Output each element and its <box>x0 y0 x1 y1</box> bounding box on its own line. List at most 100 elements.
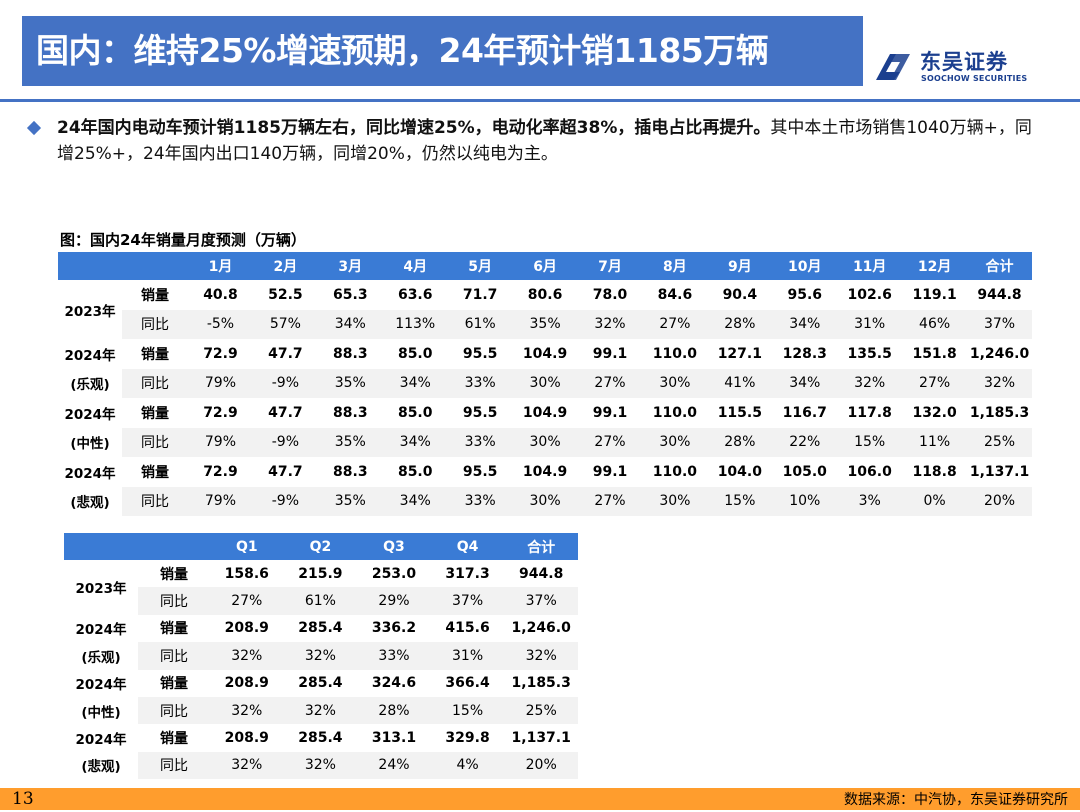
table-cell: 88.3 <box>333 404 368 421</box>
table-cell: 79% <box>188 427 253 457</box>
table-cell: 32% <box>283 751 358 780</box>
table-row: (悲观) 同比 32% 32% 24% 4% 20% <box>64 751 578 780</box>
table-cell: 113% <box>382 309 448 339</box>
group-label: 2023年 <box>64 303 116 320</box>
table-cell: 99.1 <box>592 404 628 421</box>
table-cell: 151.8 <box>912 345 957 362</box>
scenario-label: (中性) <box>81 704 121 721</box>
table-cell: 47.7 <box>268 345 303 362</box>
table-cell: 117.8 <box>847 404 892 421</box>
table-cell: 65.3 <box>333 286 368 303</box>
table-cell: 110.0 <box>652 345 698 362</box>
table-cell: 4% <box>430 751 505 780</box>
table-cell: 253.0 <box>371 565 417 582</box>
table-cell: 95.6 <box>787 286 823 303</box>
table-cell: 34% <box>772 309 838 339</box>
row-label: 销量 <box>160 731 188 748</box>
table-cell: 85.0 <box>397 463 433 480</box>
table-cell: 95.5 <box>462 404 498 421</box>
table-cell: 41% <box>707 368 773 398</box>
summary-paragraph: 24年国内电动车预计销1185万辆左右，同比增速25%，电动化率超38%，插电占… <box>57 115 1047 167</box>
table-row: 2024年 销量 72.9 47.7 88.3 85.0 95.5 104.9 99.1 110.… <box>58 457 1032 487</box>
row-label: 销量 <box>160 566 188 583</box>
table-cell: 32% <box>283 642 358 670</box>
table-cell: 32% <box>210 642 284 670</box>
table-row: 2023年 销量 40.8 52.5 65.3 63.6 71.7 80.6 78.0 84.6 9… <box>58 280 1032 320</box>
table-cell: 32% <box>577 309 643 339</box>
table-cell: 208.9 <box>224 675 269 692</box>
table-cell: 47.7 <box>268 463 303 480</box>
table-cell: 208.9 <box>224 620 269 637</box>
row-label: 销量 <box>141 346 169 363</box>
group-label: 2024年 <box>64 347 116 364</box>
table-cell: 29% <box>357 587 431 615</box>
table-cell: 24% <box>357 751 431 780</box>
page-title: 国内：维持25%增速预期，24年预计销1185万辆 <box>36 31 769 70</box>
table-cell: 37% <box>430 587 505 615</box>
summary-bold: 24年国内电动车预计销1185万辆左右，同比增速25%，电动化率超38%，插电占… <box>57 118 771 138</box>
table-cell: 32% <box>210 696 284 725</box>
row-label: 同比 <box>122 427 188 457</box>
table-cell: 32% <box>837 368 903 398</box>
column-header: 10月 <box>772 252 838 280</box>
table-cell: 25% <box>504 696 578 725</box>
table-row: 同比 -5% 57% 34% 113% 61% 35% 32% 27% 28% 34% 31% 46% 3… <box>58 309 1032 339</box>
table-cell: 72.9 <box>203 345 238 362</box>
table-cell: 47.7 <box>268 404 303 421</box>
table-cell: 63.6 <box>397 286 433 303</box>
table-row: (中性) 同比 79% -9% 35% 34% 33% 30% 27% 30% 28% 22% 15% 1… <box>58 427 1032 457</box>
table-cell: 27% <box>642 309 708 339</box>
table-cell: 1,185.3 <box>969 404 1030 421</box>
table-row: 2024年 销量 208.9 285.4 313.1 329.8 1,137.1 <box>64 724 578 751</box>
table-cell: 88.3 <box>333 345 368 362</box>
table-cell: -9% <box>252 368 318 398</box>
row-label: 销量 <box>141 464 169 481</box>
table-cell: 71.7 <box>462 286 498 303</box>
logo-english-name: SOOCHOW SECURITIES <box>921 74 1028 83</box>
table-cell: 1,246.0 <box>511 620 571 637</box>
header-blank <box>64 533 138 560</box>
table-cell: 90.4 <box>722 286 758 303</box>
soochow-logo-icon <box>876 54 910 80</box>
row-label: 同比 <box>138 587 210 615</box>
table-cell: 27% <box>577 486 643 516</box>
column-header: 12月 <box>902 252 968 280</box>
row-label: 同比 <box>122 309 188 339</box>
column-header: 合计 <box>504 533 578 560</box>
table-cell: 85.0 <box>397 345 433 362</box>
table-cell: 329.8 <box>445 730 490 747</box>
table-cell: 27% <box>577 368 643 398</box>
row-label: 同比 <box>122 368 188 398</box>
table-cell: 1,137.1 <box>511 730 571 747</box>
row-label: 同比 <box>122 486 188 516</box>
table-cell: 313.1 <box>371 730 417 747</box>
scenario-label: (中性) <box>70 436 110 453</box>
column-header: 3月 <box>317 252 383 280</box>
column-header: 11月 <box>837 252 903 280</box>
row-label: 销量 <box>160 676 188 693</box>
table-cell: 85.0 <box>397 404 433 421</box>
scenario-label: (悲观) <box>70 495 110 512</box>
table-cell: 366.4 <box>445 675 490 692</box>
table-cell: 944.8 <box>519 565 564 582</box>
column-header: 6月 <box>512 252 578 280</box>
table-cell: 10% <box>772 486 838 516</box>
table-cell: 27% <box>210 587 284 615</box>
table-cell: 285.4 <box>298 620 343 637</box>
table-row: (中性) 同比 32% 32% 28% 15% 25% <box>64 696 578 725</box>
monthly-forecast-table: 1月 2月 3月 4月 5月 6月 7月 8月 9月 10月 11月 12月 合计 2023年 销量 40.… <box>58 252 1032 516</box>
table-cell: 34% <box>317 309 383 339</box>
figure-caption: 图：国内24年销量月度预测（万辆） <box>60 231 306 249</box>
table-cell: 104.0 <box>717 463 762 480</box>
column-header: 9月 <box>707 252 773 280</box>
table-cell: 30% <box>642 486 708 516</box>
table-cell: 1,246.0 <box>969 345 1030 362</box>
table-cell: 34% <box>382 427 448 457</box>
table-cell: 35% <box>317 427 383 457</box>
table-cell: 32% <box>210 751 284 780</box>
footer-bar: 13 数据来源：中汽协，东吴证券研究所 <box>0 788 1080 810</box>
table-row: 2024年 销量 72.9 47.7 88.3 85.0 95.5 104.9 99.1 110.… <box>58 398 1032 428</box>
table-cell: 15% <box>430 696 505 725</box>
header-blank <box>58 252 122 280</box>
table-cell: 132.0 <box>912 404 957 421</box>
